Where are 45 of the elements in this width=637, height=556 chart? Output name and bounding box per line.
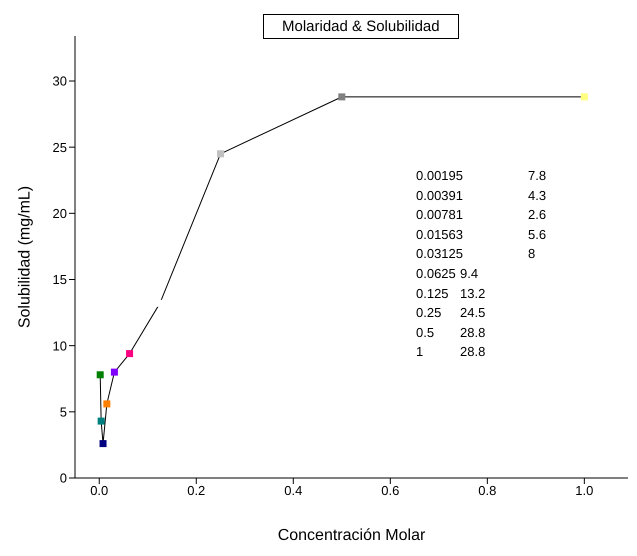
- point: [110, 368, 118, 376]
- annotation: 24.5: [460, 304, 486, 322]
- annotation: 2.6: [528, 206, 546, 224]
- annotation: 0.00391: [416, 186, 464, 205]
- point: [580, 93, 588, 100]
- annotation: 0.03125: [416, 245, 464, 264]
- y-tick-label: 10: [52, 338, 67, 354]
- annotation: 8: [528, 245, 536, 264]
- x-tick-label: 0.6: [381, 483, 400, 498]
- annotation: 0.00781: [416, 206, 464, 224]
- x-tick-label: 0.4: [284, 483, 302, 498]
- x-tick-label: 0.8: [478, 483, 496, 498]
- y-tick-label: 0: [60, 470, 67, 486]
- x-tick-label: 0.2: [187, 483, 206, 498]
- x-tick-label: 1.0: [575, 483, 594, 498]
- point: [100, 440, 107, 448]
- y-tick-label: 20: [52, 206, 67, 221]
- annotation: 28.8: [460, 343, 486, 362]
- annotation: 0.25: [416, 304, 442, 322]
- annotation: 7.8: [528, 167, 546, 185]
- y-tick-label: 30: [52, 74, 67, 89]
- y-tick-label: 5: [60, 404, 67, 420]
- annotation: 1: [416, 343, 424, 362]
- point: [338, 93, 346, 100]
- annotation: 0.0625: [416, 264, 457, 283]
- y-tick-label: 15: [52, 272, 67, 288]
- point: [103, 400, 110, 408]
- point: [217, 150, 224, 158]
- annotation: 4.3: [528, 186, 546, 205]
- annotation: 9.4: [460, 264, 478, 283]
- point: [126, 350, 134, 358]
- point: [98, 418, 105, 425]
- x-axis-title: Concentración Molar: [278, 527, 426, 544]
- annotation: 0.01563: [416, 226, 464, 244]
- annotation: 0.125: [416, 284, 450, 303]
- chart-title: Molaridad & Solubilidad: [263, 14, 459, 39]
- annotation: 0.00195: [416, 167, 464, 185]
- y-tick-label: 25: [52, 140, 67, 155]
- annotation: 5.6: [528, 226, 546, 244]
- x-tick-label: 0.0: [90, 483, 108, 498]
- annotation: 0.5: [416, 324, 436, 342]
- annotation: 13.2: [460, 284, 486, 303]
- y-axis-title: Solubilidad (mg/mL): [16, 186, 34, 328]
- point: [96, 371, 104, 378]
- annotation: 28.8: [460, 324, 486, 342]
